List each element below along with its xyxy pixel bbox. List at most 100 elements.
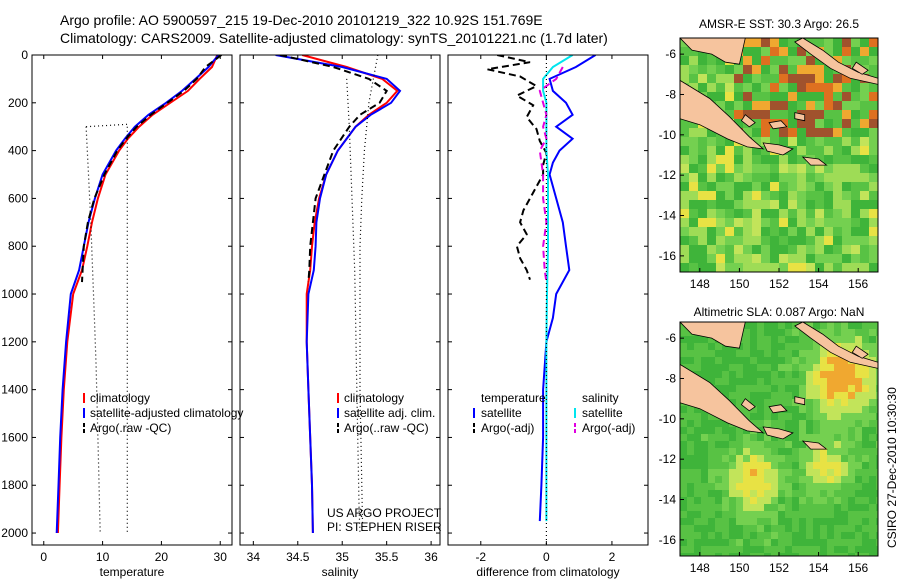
map-cell — [764, 441, 772, 449]
map-cell — [689, 146, 699, 156]
map-cell — [820, 546, 828, 554]
map-cell — [779, 110, 789, 120]
map-cell — [841, 406, 849, 414]
map-cell — [824, 83, 834, 93]
map-cell — [752, 38, 762, 48]
map-cell — [848, 483, 856, 491]
map-cell — [764, 497, 772, 505]
map-cell — [729, 399, 737, 407]
map-cell — [764, 525, 772, 533]
map-cell — [806, 511, 814, 519]
map-cell — [752, 209, 762, 219]
series-temperature-satellite — [538, 55, 597, 522]
map-cell — [813, 364, 821, 372]
map-cell — [687, 434, 695, 442]
map-cell — [841, 441, 849, 449]
map-cell — [725, 65, 735, 75]
map-cell — [869, 490, 877, 498]
map-cell — [792, 455, 800, 463]
map-cell — [851, 56, 861, 66]
map-cell — [834, 469, 842, 477]
map-cell — [743, 218, 753, 228]
map-cell — [841, 434, 849, 442]
map-cell — [778, 553, 786, 556]
map-cell — [752, 218, 762, 228]
legend-label-sal-argo: Argo(-adj) — [582, 421, 635, 435]
map-cell — [716, 191, 726, 201]
map-cell — [707, 245, 717, 255]
map-cell — [799, 371, 807, 379]
map-cell — [778, 413, 786, 421]
map-cell — [788, 146, 798, 156]
map-cell — [862, 483, 870, 491]
map-cell — [687, 483, 695, 491]
map-cell — [750, 406, 758, 414]
map-cell — [729, 357, 737, 365]
map-cell — [827, 385, 835, 393]
map-cell — [729, 504, 737, 512]
map-cell — [736, 392, 744, 400]
map-cell — [799, 427, 807, 435]
map-cell — [876, 455, 878, 463]
map-cell — [876, 385, 878, 393]
map-cell — [813, 343, 821, 351]
map-cell — [820, 322, 828, 330]
map-cell — [862, 448, 870, 456]
map-cell — [736, 532, 744, 540]
map-cell — [687, 539, 695, 547]
map-cell — [806, 146, 816, 156]
land-shape — [801, 156, 828, 166]
map-cell — [687, 350, 695, 358]
map-cell — [734, 236, 744, 246]
map-cell — [778, 392, 786, 400]
map-cell — [743, 65, 753, 75]
map-cell — [785, 525, 793, 533]
map-cell — [792, 343, 800, 351]
map-cell — [757, 329, 765, 337]
map-cell — [761, 263, 771, 272]
map-cell — [707, 236, 717, 246]
map-cell — [694, 539, 702, 547]
map-cell — [806, 462, 814, 470]
map-cell — [876, 336, 878, 344]
map-cell — [855, 525, 863, 533]
map-cell — [761, 236, 771, 246]
map-cell — [792, 406, 800, 414]
map-cell — [785, 490, 793, 498]
map-cell — [680, 518, 688, 526]
map-cell — [701, 518, 709, 526]
map-cell — [743, 236, 753, 246]
map-cell — [701, 448, 709, 456]
map-cell — [736, 497, 744, 505]
map-cell — [799, 329, 807, 337]
map-cell — [806, 245, 816, 255]
map-cell — [841, 392, 849, 400]
map-cell — [752, 83, 762, 93]
map-cell — [729, 476, 737, 484]
map-cell — [734, 245, 744, 255]
map-cell — [824, 92, 834, 102]
legend-label-temp-satellite: satellite — [481, 406, 522, 420]
map-cell — [841, 469, 849, 477]
map-cell — [761, 173, 771, 183]
map-cell — [701, 420, 709, 428]
map-cell — [701, 532, 709, 540]
map-cell — [698, 245, 708, 255]
temperature-panel: 0 10 20 30temperature0200400600800100012001… — [1, 48, 233, 579]
map-cell — [736, 378, 744, 386]
map-cell — [841, 497, 849, 505]
map-y-tick-label: -6 — [665, 47, 676, 61]
map-cell — [848, 462, 856, 470]
land-shape — [851, 345, 869, 359]
map-cell — [824, 200, 834, 210]
temperature-legend: climatology satellite-adjusted climatolo… — [83, 391, 243, 435]
map-cell — [827, 462, 835, 470]
map-cell — [806, 553, 814, 556]
map-cell — [869, 532, 877, 540]
map-cell — [701, 497, 709, 505]
legend-label-satellite: satellite adj. clim. — [344, 406, 435, 420]
map-cell — [848, 511, 856, 519]
map-cell — [869, 56, 878, 66]
map-cell — [813, 504, 821, 512]
map-cell — [757, 532, 765, 540]
